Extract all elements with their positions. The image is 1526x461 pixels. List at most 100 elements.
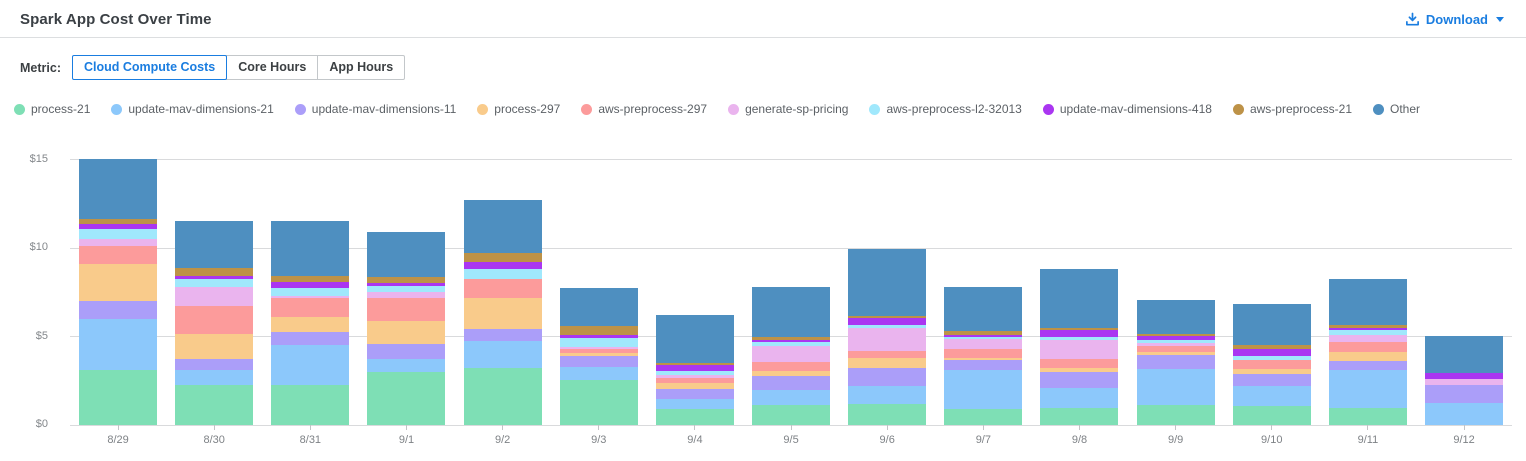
bar-segment-process-21[interactable]: [175, 385, 254, 425]
bar-segment-update-mav-dimensions-418[interactable]: [1040, 330, 1119, 337]
stacked-bar-9/6[interactable]: [848, 249, 927, 425]
bar-segment-update-mav-dimensions-11[interactable]: [367, 343, 446, 359]
stacked-bar-8/31[interactable]: [271, 220, 350, 425]
bar-segment-update-mav-dimensions-21[interactable]: [655, 398, 734, 410]
bar-segment-update-mav-dimensions-21[interactable]: [463, 340, 542, 368]
stacked-bar-9/9[interactable]: [1136, 300, 1215, 425]
bar-segment-process-297[interactable]: [752, 370, 831, 376]
bar-segment-Other[interactable]: [367, 231, 446, 278]
bar-segment-process-21[interactable]: [944, 409, 1023, 425]
bar-segment-generate-sp-pricing[interactable]: [655, 374, 734, 378]
bar-segment-update-mav-dimensions-418[interactable]: [1328, 328, 1407, 331]
bar-segment-aws-preprocess-l2-32013[interactable]: [463, 268, 542, 279]
bar-segment-aws-preprocess-21[interactable]: [1040, 327, 1119, 331]
bar-segment-generate-sp-pricing[interactable]: [271, 295, 350, 298]
bar-segment-update-mav-dimensions-11[interactable]: [1136, 355, 1215, 370]
bar-segment-Other[interactable]: [1232, 303, 1311, 345]
legend-item-process-297[interactable]: process-297: [477, 102, 560, 116]
legend-item-update-mav-dimensions-21[interactable]: update-mav-dimensions-21: [111, 102, 274, 116]
bar-segment-update-mav-dimensions-418[interactable]: [559, 334, 638, 338]
bar-segment-update-mav-dimensions-418[interactable]: [944, 334, 1023, 337]
bar-segment-aws-preprocess-297[interactable]: [559, 349, 638, 354]
bar-segment-update-mav-dimensions-418[interactable]: [367, 283, 446, 286]
bar-segment-update-mav-dimensions-11[interactable]: [175, 358, 254, 371]
bar-segment-aws-preprocess-l2-32013[interactable]: [752, 342, 831, 346]
bar-segment-Other[interactable]: [944, 287, 1023, 332]
bar-segment-aws-preprocess-21[interactable]: [79, 219, 158, 225]
legend-item-aws-preprocess-21[interactable]: aws-preprocess-21: [1232, 102, 1352, 116]
bar-segment-aws-preprocess-l2-32013[interactable]: [271, 288, 350, 296]
bar-segment-aws-preprocess-297[interactable]: [1232, 360, 1311, 369]
stacked-bar-8/29[interactable]: [79, 158, 158, 425]
bar-segment-update-mav-dimensions-11[interactable]: [559, 356, 638, 367]
bar-segment-aws-preprocess-l2-32013[interactable]: [367, 285, 446, 293]
bar-segment-aws-preprocess-21[interactable]: [367, 277, 446, 284]
bar-segment-process-297[interactable]: [271, 316, 350, 333]
bar-segment-update-mav-dimensions-21[interactable]: [367, 358, 446, 372]
bar-segment-process-21[interactable]: [1232, 405, 1311, 425]
bar-segment-aws-preprocess-l2-32013[interactable]: [1232, 355, 1311, 361]
bar-segment-process-21[interactable]: [463, 367, 542, 425]
bar-segment-aws-preprocess-297[interactable]: [944, 349, 1023, 358]
metric-button-core-hours[interactable]: Core Hours: [226, 55, 319, 80]
bar-segment-process-297[interactable]: [79, 264, 158, 302]
bar-segment-update-mav-dimensions-11[interactable]: [271, 332, 350, 346]
bar-segment-Other[interactable]: [1328, 279, 1407, 325]
bar-segment-process-21[interactable]: [367, 371, 446, 425]
bar-segment-aws-preprocess-l2-32013[interactable]: [655, 371, 734, 375]
bar-segment-update-mav-dimensions-11[interactable]: [655, 389, 734, 399]
bar-segment-process-21[interactable]: [655, 409, 734, 425]
bar-segment-update-mav-dimensions-11[interactable]: [1232, 373, 1311, 386]
bar-segment-process-297[interactable]: [1136, 352, 1215, 356]
stacked-bar-9/2[interactable]: [463, 200, 542, 425]
legend-item-aws-preprocess-l2-32013[interactable]: aws-preprocess-l2-32013: [869, 102, 1022, 116]
stacked-bar-8/30[interactable]: [175, 220, 254, 425]
bar-segment-generate-sp-pricing[interactable]: [944, 339, 1023, 350]
bar-segment-process-21[interactable]: [79, 370, 158, 425]
bar-segment-Other[interactable]: [752, 287, 831, 337]
bar-segment-Other[interactable]: [559, 288, 638, 327]
bar-segment-update-mav-dimensions-21[interactable]: [1328, 370, 1407, 408]
bar-segment-update-mav-dimensions-21[interactable]: [559, 366, 638, 381]
bar-segment-update-mav-dimensions-418[interactable]: [848, 317, 927, 325]
bar-segment-update-mav-dimensions-418[interactable]: [175, 276, 254, 280]
bar-segment-aws-preprocess-21[interactable]: [559, 326, 638, 335]
bar-segment-process-297[interactable]: [848, 357, 927, 368]
bar-segment-update-mav-dimensions-21[interactable]: [175, 370, 254, 386]
bar-segment-update-mav-dimensions-21[interactable]: [1136, 369, 1215, 406]
bar-segment-process-297[interactable]: [559, 353, 638, 357]
bar-segment-process-21[interactable]: [1040, 407, 1119, 425]
bar-segment-generate-sp-pricing[interactable]: [367, 292, 446, 299]
bar-segment-Other[interactable]: [1425, 335, 1504, 373]
bar-segment-process-21[interactable]: [559, 380, 638, 425]
bar-segment-process-297[interactable]: [175, 333, 254, 359]
bar-segment-update-mav-dimensions-21[interactable]: [752, 389, 831, 405]
bar-segment-aws-preprocess-21[interactable]: [1136, 333, 1215, 337]
bar-segment-update-mav-dimensions-418[interactable]: [1232, 348, 1311, 356]
bar-segment-update-mav-dimensions-11[interactable]: [848, 367, 927, 386]
bar-segment-update-mav-dimensions-21[interactable]: [944, 370, 1023, 410]
bar-segment-aws-preprocess-21[interactable]: [1232, 344, 1311, 349]
bar-segment-aws-preprocess-297[interactable]: [1328, 342, 1407, 353]
bar-segment-update-mav-dimensions-11[interactable]: [1328, 361, 1407, 371]
bar-segment-generate-sp-pricing[interactable]: [175, 286, 254, 306]
bar-segment-aws-preprocess-21[interactable]: [463, 253, 542, 262]
bar-segment-update-mav-dimensions-21[interactable]: [1425, 403, 1504, 425]
bar-segment-aws-preprocess-297[interactable]: [752, 362, 831, 371]
bar-segment-process-21[interactable]: [752, 404, 831, 425]
bar-segment-update-mav-dimensions-418[interactable]: [463, 261, 542, 269]
stacked-bar-9/7[interactable]: [944, 287, 1023, 425]
bar-segment-process-297[interactable]: [367, 321, 446, 344]
bar-segment-generate-sp-pricing[interactable]: [752, 345, 831, 363]
bar-segment-aws-preprocess-297[interactable]: [655, 377, 734, 383]
bar-segment-update-mav-dimensions-11[interactable]: [1425, 385, 1504, 404]
stacked-bar-9/1[interactable]: [367, 231, 446, 425]
bar-segment-update-mav-dimensions-21[interactable]: [1040, 387, 1119, 408]
bar-segment-update-mav-dimensions-418[interactable]: [1136, 336, 1215, 340]
bar-segment-update-mav-dimensions-418[interactable]: [271, 281, 350, 289]
bar-segment-generate-sp-pricing[interactable]: [848, 327, 927, 352]
bar-segment-Other[interactable]: [848, 249, 927, 316]
bar-segment-generate-sp-pricing[interactable]: [1328, 334, 1407, 343]
bar-segment-aws-preprocess-297[interactable]: [79, 246, 158, 265]
bar-segment-aws-preprocess-21[interactable]: [752, 336, 831, 341]
